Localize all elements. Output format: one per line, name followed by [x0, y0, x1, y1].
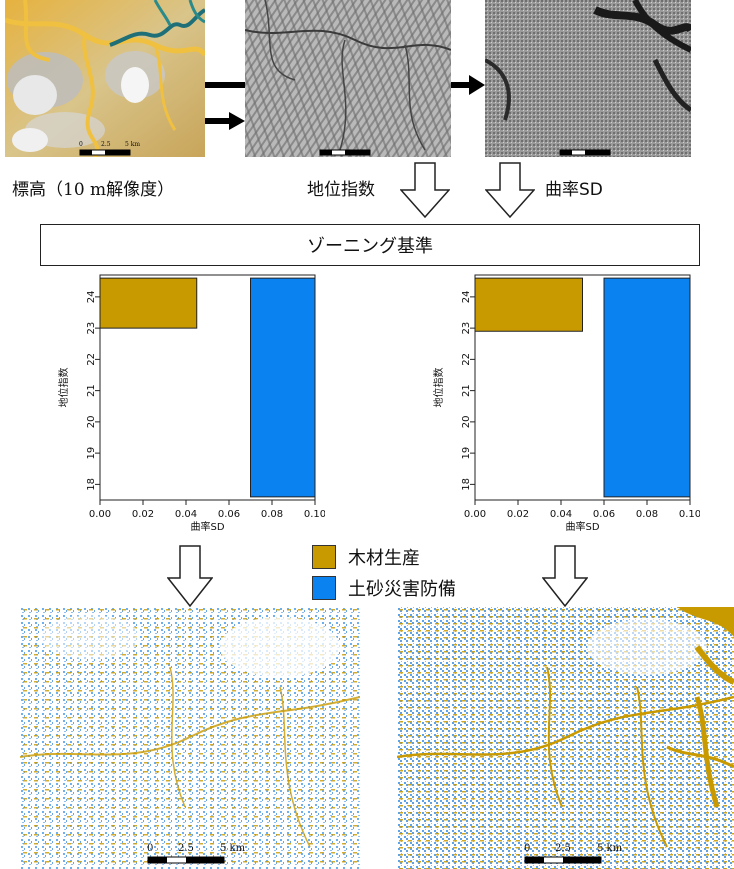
x-tick-label: 0.00	[89, 509, 111, 520]
y-tick-label: 24	[86, 291, 97, 304]
elevation-scale-0: 0	[79, 141, 83, 148]
right-map-scale-5km: 5 km	[597, 843, 623, 854]
x-axis-label: 曲率SD	[565, 520, 599, 533]
legend-timber-swatch	[312, 545, 336, 569]
zone-bar-0	[474, 277, 583, 332]
right-map-scale-0: 0	[524, 843, 531, 854]
x-tick-label: 0.08	[636, 509, 658, 520]
left-map-scale-2-5: 2.5	[178, 843, 194, 854]
legend-timber: 木材生産	[312, 544, 420, 570]
zone-bar-0	[99, 277, 198, 329]
left-map-scale-5km: 5 km	[220, 843, 246, 854]
y-tick-label: 19	[461, 447, 472, 460]
y-axis-label: 地位指数	[432, 368, 445, 408]
curvature-sd-map	[485, 0, 691, 157]
y-tick-label: 19	[86, 447, 97, 460]
hollow-arrow-right-output	[542, 545, 588, 607]
x-tick-label: 0.00	[464, 509, 486, 520]
left-map-scale-0: 0	[147, 843, 154, 854]
position-index-map	[245, 0, 451, 157]
y-tick-label: 20	[461, 416, 472, 429]
x-tick-label: 0.06	[593, 509, 615, 520]
zoning-result-map-left: 0 2.5 5 km	[20, 607, 360, 869]
x-tick-label: 0.02	[507, 509, 529, 520]
hollow-arrow-position-index	[400, 162, 450, 218]
x-tick-label: 0.10	[304, 509, 325, 520]
zoning-criteria-label: ゾーニング基準	[307, 236, 433, 257]
x-tick-label: 0.08	[261, 509, 283, 520]
elevation-map: 0 2.5 5 km	[5, 0, 205, 157]
zoning-chart-left: 0.00 0.02 0.04 0.06 0.08 0.10 18 19 20 21 22 23 24 曲率…	[57, 274, 325, 533]
elevation-scale-2-5: 2.5	[101, 141, 111, 148]
y-tick-label: 21	[86, 384, 97, 397]
y-tick-label: 24	[461, 291, 472, 304]
right-map-scale-2-5: 2.5	[555, 843, 571, 854]
legend-sediment-label: 土砂災害防備	[348, 579, 456, 600]
legend-sediment-swatch	[312, 576, 336, 600]
x-tick-label: 0.04	[175, 509, 197, 520]
zoning-result-map-right: 0 2.5 5 km	[397, 607, 734, 869]
y-tick-label: 18	[461, 478, 472, 491]
hollow-arrow-left-output	[167, 545, 213, 607]
arrow-position-index-to-curvature	[451, 75, 485, 95]
zoning-criteria-box: ゾーニング基準	[40, 224, 700, 266]
y-tick-label: 22	[86, 353, 97, 366]
y-axis-label: 地位指数	[57, 368, 70, 408]
x-tick-label: 0.04	[550, 509, 572, 520]
y-tick-label: 23	[461, 322, 472, 335]
x-tick-label: 0.02	[132, 509, 154, 520]
elevation-label: 標高（10 m解像度）	[12, 180, 175, 200]
y-tick-label: 23	[86, 322, 97, 335]
arrow-elevation-to-position-index	[205, 82, 245, 130]
x-axis-label: 曲率SD	[190, 520, 224, 533]
legend-timber-label: 木材生産	[348, 548, 420, 569]
x-tick-label: 0.06	[218, 509, 240, 520]
x-tick-label: 0.10	[679, 509, 700, 520]
elevation-scale-5km: 5 km	[125, 141, 141, 148]
legend-sediment: 土砂災害防備	[312, 575, 456, 601]
position-index-label: 地位指数	[307, 180, 375, 200]
zone-bar-1	[603, 277, 691, 498]
zoning-chart-right: 0.00 0.02 0.04 0.06 0.08 0.10 18 19 20 21 22 23 24 曲率…	[432, 274, 700, 533]
y-tick-label: 22	[461, 353, 472, 366]
y-tick-label: 21	[461, 384, 472, 397]
hollow-arrow-curvature	[485, 162, 535, 218]
y-tick-label: 20	[86, 416, 97, 429]
curvature-sd-label: 曲率SD	[545, 180, 603, 200]
zone-bar-1	[250, 277, 316, 498]
y-tick-label: 18	[86, 478, 97, 491]
